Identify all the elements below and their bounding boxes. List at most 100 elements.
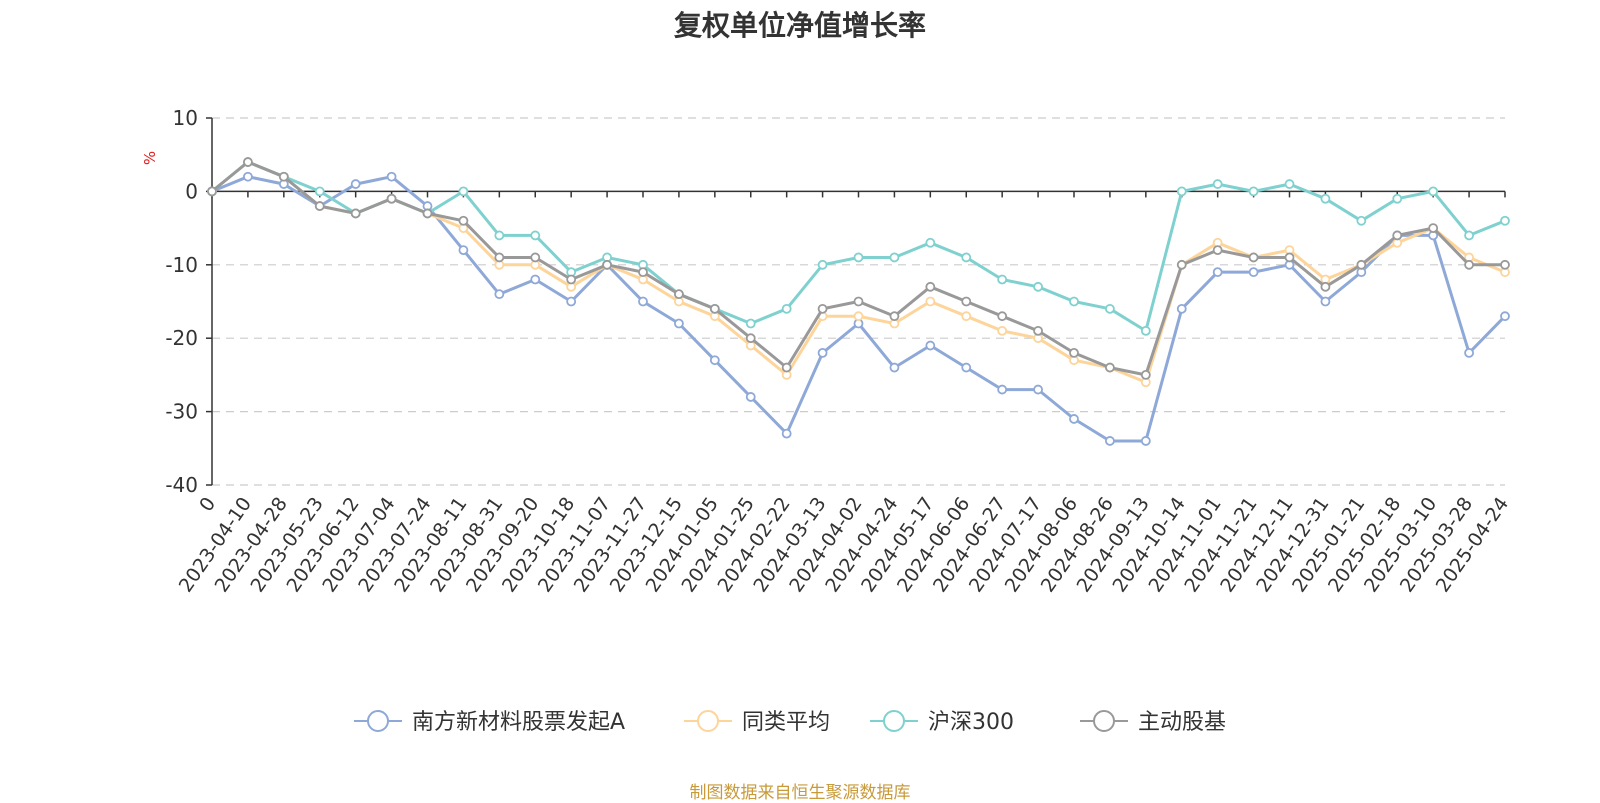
data-point <box>422 208 433 219</box>
line-chart: 100-10-20-30-40%02023-04-102023-04-28202… <box>141 106 1513 735</box>
data-point <box>1428 223 1439 234</box>
data-point <box>961 311 972 322</box>
data-point <box>1176 259 1187 270</box>
data-point <box>638 296 648 307</box>
y-tick-label: -30 <box>165 400 198 424</box>
data-point <box>1356 215 1367 226</box>
data-point <box>1284 252 1295 263</box>
data-point <box>458 215 469 226</box>
data-point <box>1248 267 1259 278</box>
data-point <box>817 347 828 358</box>
data-point <box>386 171 397 182</box>
data-point <box>674 289 684 300</box>
data-point <box>350 208 361 219</box>
data-point <box>638 267 648 278</box>
data-point <box>1248 186 1259 197</box>
data-point <box>1320 281 1331 292</box>
data-point <box>745 392 756 402</box>
data-point <box>494 252 505 263</box>
data-point <box>709 355 720 366</box>
data-point <box>1069 296 1079 307</box>
data-point <box>961 296 972 307</box>
data-point <box>1140 436 1151 446</box>
data-point <box>1428 186 1439 197</box>
data-point <box>1500 311 1510 322</box>
data-point <box>278 171 289 182</box>
data-point <box>925 340 936 351</box>
data-point <box>997 384 1008 395</box>
data-point <box>1500 259 1510 270</box>
legend-label: 沪深300 <box>928 710 1014 735</box>
y-axis-unit: % <box>141 151 159 165</box>
data-point <box>1140 369 1151 380</box>
data-point <box>530 252 541 263</box>
data-point <box>1212 179 1223 189</box>
data-point <box>997 274 1008 285</box>
data-point <box>1033 384 1043 395</box>
data-point <box>1212 267 1223 278</box>
data-point <box>1464 259 1474 270</box>
data-point <box>781 303 792 314</box>
data-point <box>889 311 900 322</box>
chart-title: 复权单位净值增长率 <box>673 9 926 42</box>
series-line-0 <box>211 175 1507 443</box>
data-point <box>458 186 469 197</box>
source-footnote: 制图数据来自恒生聚源数据库 <box>689 783 911 803</box>
legend-marker <box>367 710 389 732</box>
data-point <box>674 318 684 329</box>
data-point <box>1320 193 1331 204</box>
data-point <box>207 186 217 197</box>
data-point <box>1140 325 1151 336</box>
y-tick-label: -20 <box>165 326 198 350</box>
data-point <box>1500 215 1510 226</box>
data-point <box>745 333 756 344</box>
data-point <box>458 245 469 256</box>
data-point <box>1105 362 1115 373</box>
data-point <box>1212 245 1223 256</box>
data-point <box>781 362 792 373</box>
data-point <box>602 259 612 270</box>
data-point <box>566 296 577 307</box>
y-tick-label: -10 <box>165 253 198 277</box>
legend-label: 主动股基 <box>1138 710 1226 735</box>
data-point <box>1069 414 1079 424</box>
y-tick-label: 10 <box>173 106 198 130</box>
data-point <box>1069 347 1079 358</box>
data-point <box>1248 252 1259 263</box>
data-point <box>494 289 505 300</box>
data-point <box>817 259 828 270</box>
data-point <box>961 362 972 373</box>
data-point <box>1320 296 1331 307</box>
legend-marker <box>1093 710 1115 732</box>
data-point <box>925 296 936 307</box>
y-tick-label: 0 <box>185 179 198 203</box>
data-point <box>853 296 864 307</box>
legend-marker <box>883 710 905 732</box>
y-tick-label: -40 <box>165 473 198 497</box>
data-point <box>530 230 541 241</box>
data-point <box>1284 179 1295 189</box>
data-point <box>1464 230 1474 241</box>
data-point <box>925 281 936 292</box>
data-point <box>530 274 541 285</box>
data-point <box>1105 303 1115 314</box>
data-point <box>889 252 900 263</box>
data-point <box>997 325 1008 336</box>
data-point <box>350 179 361 189</box>
x-tick-label: 0 <box>195 493 220 516</box>
data-point <box>243 171 253 182</box>
data-point <box>745 318 756 329</box>
data-point <box>1464 347 1474 358</box>
legend-marker <box>697 710 719 732</box>
data-point <box>853 252 864 263</box>
data-point <box>243 157 253 167</box>
data-point <box>961 252 972 263</box>
data-point <box>925 237 936 248</box>
data-point <box>1356 259 1367 270</box>
data-point <box>314 201 325 211</box>
data-point <box>1392 230 1403 241</box>
data-point <box>781 428 792 439</box>
legend-label: 南方新材料股票发起A <box>412 710 625 735</box>
data-point <box>1105 436 1115 446</box>
